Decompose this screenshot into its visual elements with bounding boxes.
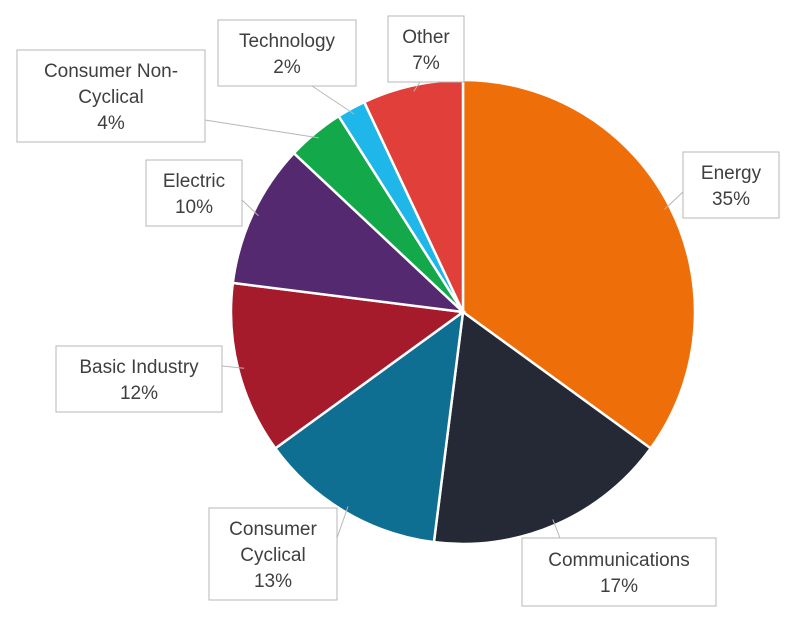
data-label-name: Electric (163, 171, 225, 192)
data-label-box (217, 19, 357, 87)
data-label-name: Consumer Non- (44, 61, 178, 82)
leader-line-consumer-non-cyclical (204, 119, 319, 139)
data-label-name: Cyclical (240, 545, 305, 566)
data-label-name: Technology (239, 31, 336, 52)
data-label-box (682, 151, 780, 219)
data-label-consumer-non-cyclical: Consumer Non- Cyclical 4% (16, 49, 206, 143)
data-label-name: Communications (548, 550, 690, 571)
data-label-box (521, 537, 717, 607)
data-label-communications: Communications 17% (521, 537, 717, 607)
data-label-electric: Electric 10% (145, 159, 243, 227)
data-label-name: Basic Industry (79, 357, 199, 378)
data-label-name: Other (402, 27, 450, 48)
data-label-technology: Technology 2% (217, 19, 357, 87)
data-label-value: 35% (712, 189, 750, 210)
data-label-consumer-cyclical: Consumer Cyclical 13% (208, 507, 338, 601)
data-label-box (55, 345, 223, 413)
data-label-value: 2% (273, 57, 301, 78)
pie-slice-electric (231, 151, 467, 314)
data-labels: Energy 35% Communications 17% Consumer Cyclic… (16, 15, 780, 607)
data-label-name: Energy (701, 163, 762, 184)
data-label-box (16, 49, 206, 143)
leader-line-basic-industry (221, 365, 245, 369)
data-label-box (145, 159, 243, 227)
data-label-value: 12% (120, 383, 158, 404)
pie-slice-consumer-cyclical (273, 309, 465, 544)
data-label-value: 7% (412, 53, 440, 74)
leader-line-electric (241, 199, 259, 217)
leader-line-consumer-cyclical (336, 506, 349, 539)
data-label-energy: Energy 35% (682, 151, 780, 219)
leader-line-communications (552, 519, 561, 539)
data-label-value: 4% (97, 113, 125, 134)
data-label-value: 10% (175, 197, 213, 218)
data-label-box (208, 507, 338, 601)
leader-line-technology (311, 85, 355, 115)
data-label-other: Other 7% (387, 15, 465, 83)
data-label-basic-industry: Basic Industry 12% (55, 345, 223, 413)
data-label-value: 17% (600, 576, 638, 597)
data-label-box (387, 15, 465, 83)
pie-slice-basic-industry (229, 281, 467, 451)
data-label-name: Consumer (229, 519, 317, 540)
leader-line-energy (664, 191, 684, 210)
pie-slice-energy (461, 78, 697, 451)
data-label-value: 13% (254, 571, 292, 592)
data-label-name: Cyclical (78, 87, 143, 108)
leader-lines (204, 81, 684, 539)
pie-slices (229, 78, 697, 546)
leader-line-other (413, 81, 421, 92)
